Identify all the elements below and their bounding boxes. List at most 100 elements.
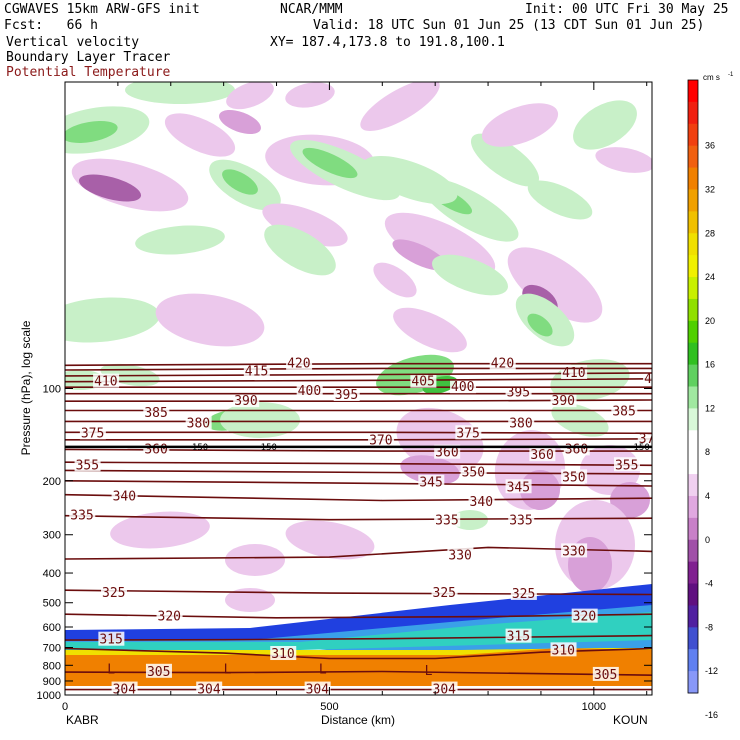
- theta-label-bg: [185, 415, 212, 430]
- theta-label-380: 380: [187, 416, 210, 431]
- vv-cell: [452, 510, 488, 530]
- colorbar-cell: [688, 495, 698, 519]
- colorbar-cell: [688, 561, 698, 585]
- field-potential-temperature: Potential Temperature: [6, 65, 171, 80]
- theta-label-bg: [145, 663, 172, 678]
- colorbar-label: 36: [705, 141, 715, 151]
- theta-label-304: 304: [197, 683, 221, 698]
- vv-cell: [400, 455, 460, 485]
- colorbar-label: 12: [705, 403, 715, 413]
- init-time: Init: 00 UTC Fri 30 May 25: [525, 2, 729, 17]
- terrain: [65, 686, 652, 695]
- colorbar-label: 24: [705, 272, 715, 282]
- theta-label-bg: [563, 441, 590, 456]
- x-tick-label: 1000: [582, 701, 606, 713]
- vv-cell: [226, 82, 274, 110]
- theta-label-305: 305: [594, 668, 617, 683]
- theta-label-bg: [270, 646, 297, 661]
- theta-label-405: 405: [411, 375, 434, 390]
- colorbar-cell: [688, 605, 698, 628]
- potential-temperature-contours: 304 304 304 304 305 305 310 310 315 315 320 320 325 3…: [65, 355, 667, 698]
- theta-label-390: 390: [552, 394, 575, 409]
- theta-label-380: 380: [509, 416, 532, 431]
- colorbar-cell: [688, 517, 698, 541]
- colorbar-label: -4: [705, 579, 713, 589]
- theta-label-420: 420: [491, 357, 514, 372]
- colorbar-cell: [688, 474, 698, 497]
- y-tick-label: 200: [43, 476, 61, 488]
- vv-cell: [65, 121, 118, 143]
- theta-label-304: 304: [113, 683, 137, 698]
- vv-cell: [302, 147, 358, 179]
- theta-label-375: 375: [81, 426, 104, 441]
- theta-label-320: 320: [158, 610, 181, 625]
- theta-label-325: 325: [102, 586, 125, 601]
- pbl-low-label: L: [224, 663, 232, 678]
- colorbar-unit-exponent: -1: [728, 72, 734, 78]
- colorbar-label: 4: [705, 491, 710, 501]
- y-tick-label: 500: [43, 598, 61, 610]
- vv-cell: [219, 109, 261, 135]
- theta-label-410: 410: [562, 366, 585, 381]
- theta-label-bg: [286, 355, 313, 370]
- x-tick-label: 0: [62, 701, 68, 713]
- colorbar-label: -8: [705, 622, 713, 632]
- theta-label-bg: [643, 370, 652, 385]
- left-station-label: KABR: [66, 713, 99, 727]
- theta-label-345: 345: [419, 476, 442, 491]
- colorbar-label: 8: [705, 447, 710, 457]
- colorbar-cell: [688, 320, 698, 344]
- theta-label-355: 355: [76, 458, 99, 473]
- theta-label-335: 335: [70, 509, 93, 524]
- theta-label-bg: [233, 393, 260, 408]
- theta-label-304: 304: [433, 683, 457, 698]
- theta-label-bg: [410, 373, 437, 388]
- theta-label-370: 370: [639, 432, 662, 447]
- theta-label-360: 360: [530, 448, 553, 463]
- theta-label-390: 390: [234, 394, 257, 409]
- theta-label-375: 375: [456, 426, 479, 441]
- theta-line-370: [65, 438, 652, 441]
- vv-cell: [285, 520, 375, 560]
- tropopause-label: 150: [192, 443, 208, 453]
- y-tick-label: 800: [43, 660, 61, 672]
- vv-cell: [164, 113, 236, 157]
- colorbar-cell: [688, 80, 698, 103]
- y-tick-label: 300: [43, 530, 61, 542]
- theta-label-400: 400: [298, 384, 321, 399]
- theta-label-bg: [368, 432, 395, 447]
- theta-label-385: 385: [612, 405, 635, 420]
- theta-label-315: 315: [507, 630, 530, 645]
- colorbar-cell: [688, 298, 698, 322]
- theta-line-420: [65, 362, 652, 367]
- theta-label-bg: [98, 631, 125, 646]
- theta-label-bg: [101, 585, 128, 600]
- vv-cell: [125, 82, 235, 104]
- theta-label-330: 330: [562, 544, 585, 559]
- theta-label-bg: [455, 425, 482, 440]
- theta-label-bg: [79, 425, 106, 440]
- colorbar-cell: [688, 583, 698, 606]
- theta-label-345: 345: [507, 480, 530, 495]
- theta-label-bg: [561, 469, 588, 484]
- vv-cell: [362, 155, 458, 205]
- forecast-hour: Fcst: 66 h: [4, 18, 98, 33]
- y-tick-label: 600: [43, 622, 61, 634]
- colorbar-frame: [687, 79, 699, 694]
- theta-label-335: 335: [435, 514, 458, 529]
- theta-line-415: [65, 367, 652, 371]
- vv-cell: [135, 225, 225, 255]
- theta-label-bg: [434, 444, 461, 459]
- theta-label-325: 325: [512, 587, 535, 602]
- theta-label-405: 405: [644, 372, 667, 387]
- vv-cell: [527, 180, 593, 220]
- theta-label-360: 360: [435, 446, 458, 461]
- theta-label-bg: [243, 363, 270, 378]
- colorbar-cell: [688, 364, 698, 387]
- colorbar-cell: [688, 145, 698, 169]
- vv-cell: [595, 147, 652, 173]
- vv-cell: [155, 293, 265, 347]
- y-tick-label: 700: [43, 643, 61, 655]
- vv-cell: [551, 403, 609, 437]
